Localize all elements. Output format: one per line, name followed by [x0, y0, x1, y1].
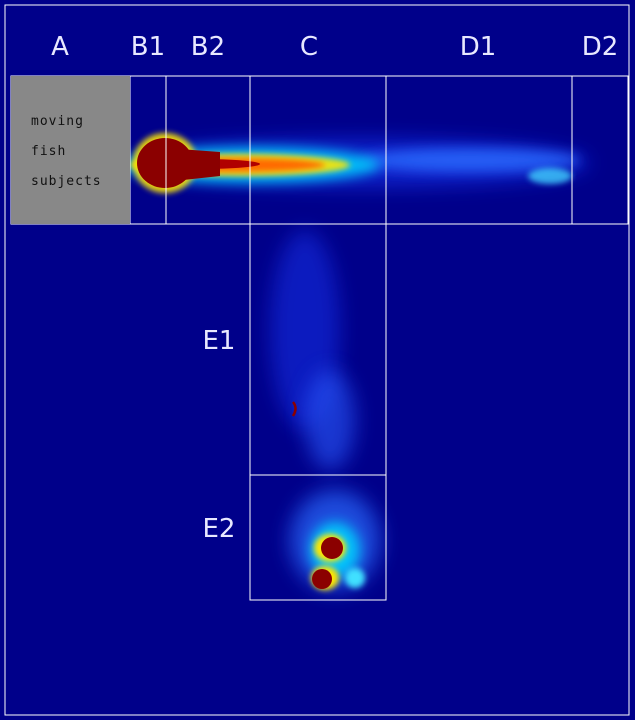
legend-fish: fish — [31, 144, 67, 159]
legend-subjects: subjects — [31, 174, 102, 189]
arm-heat — [270, 230, 380, 590]
zone-label-d2: D2 — [581, 32, 619, 62]
corridor-heat — [120, 133, 590, 193]
zone-label-c: C — [299, 32, 319, 62]
zone-label-a: A — [51, 32, 69, 62]
zone-label-b2: B2 — [190, 32, 226, 62]
zone-label-e2: E2 — [202, 514, 236, 544]
zone-label-e1: E1 — [202, 326, 236, 356]
outer-border — [4, 4, 630, 716]
zone-label-b1: B1 — [130, 32, 166, 62]
zone-grid — [10, 75, 629, 601]
legend-box: moving fish subjects — [11, 76, 130, 224]
legend-moving: moving — [31, 114, 84, 129]
zone-label-d1: D1 — [459, 32, 497, 62]
